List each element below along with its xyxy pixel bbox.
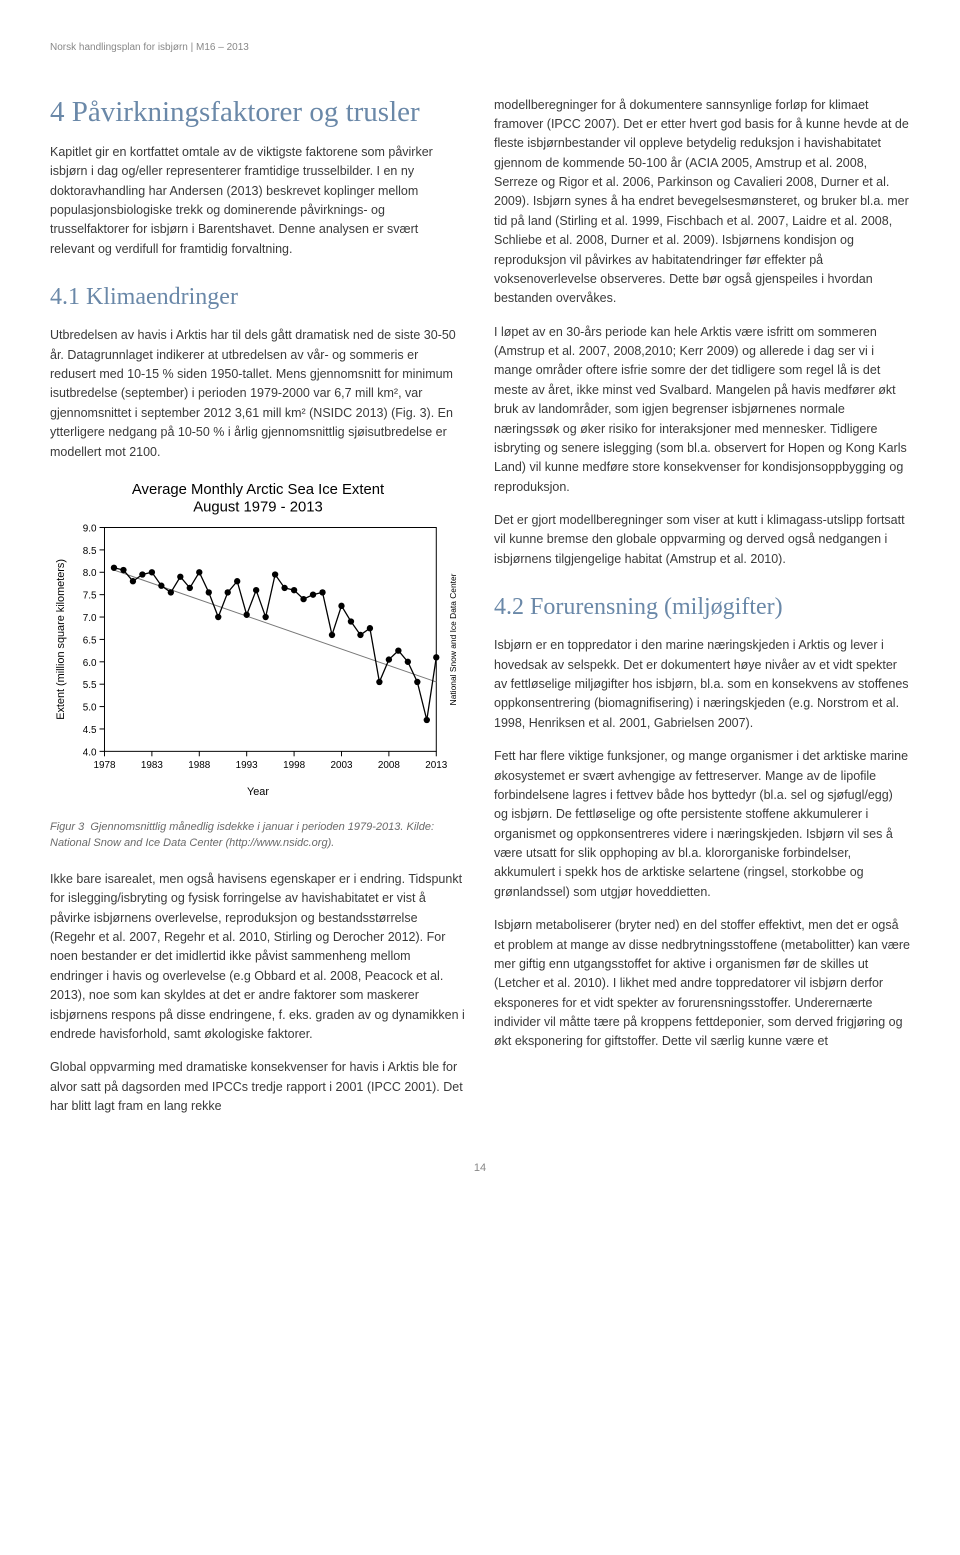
svg-text:August 1979 - 2013: August 1979 - 2013 xyxy=(193,500,323,516)
svg-text:Year: Year xyxy=(247,786,269,798)
section-4-1-title: 4.1 Klimaendringer xyxy=(50,279,466,316)
figure-3-caption: Figur 3 Gjennomsnittlig månedlig isdekke… xyxy=(50,819,466,852)
svg-text:5.0: 5.0 xyxy=(83,702,97,713)
section-4-1-p1: Utbredelsen av havis i Arktis har til de… xyxy=(50,326,466,462)
svg-text:1978: 1978 xyxy=(93,760,116,771)
section-4-1-p4: modellberegninger for å dokumentere sann… xyxy=(494,96,910,309)
svg-text:Average Monthly Arctic Sea Ice: Average Monthly Arctic Sea Ice Extent xyxy=(132,482,385,498)
svg-text:6.5: 6.5 xyxy=(83,635,97,646)
page-header: Norsk handlingsplan for isbjørn | M16 – … xyxy=(50,40,910,56)
svg-text:4.0: 4.0 xyxy=(83,747,97,758)
section-4-2-title: 4.2 Forurensning (miljøgifter) xyxy=(494,589,910,626)
section-4-1-p5: I løpet av en 30-års periode kan hele Ar… xyxy=(494,323,910,497)
svg-text:Extent (million square kilomet: Extent (million square kilometers) xyxy=(55,559,67,720)
svg-text:7.0: 7.0 xyxy=(83,613,97,624)
figure-3-caption-text: Gjennomsnittlig månedlig isdekke i janua… xyxy=(50,821,434,850)
svg-text:2003: 2003 xyxy=(330,760,353,771)
section-4-1-p3: Global oppvarming med dramatiske konsekv… xyxy=(50,1058,466,1116)
content-columns: 4 Påvirkningsfaktorer og trusler Kapitle… xyxy=(50,96,910,1131)
right-column: modellberegninger for å dokumentere sann… xyxy=(494,96,910,1131)
svg-text:6.0: 6.0 xyxy=(83,658,97,669)
section-4-2-p1: Isbjørn er en toppredator i den marine n… xyxy=(494,636,910,733)
section-4-1-p2: Ikke bare isarealet, men også havisens e… xyxy=(50,870,466,1044)
page-number: 14 xyxy=(50,1160,910,1177)
figure-3-label: Figur 3 xyxy=(50,821,84,833)
left-column: 4 Påvirkningsfaktorer og trusler Kapitle… xyxy=(50,96,466,1131)
svg-text:1988: 1988 xyxy=(188,760,211,771)
svg-text:National Snow and Ice Data Cen: National Snow and Ice Data Center xyxy=(448,573,458,705)
svg-text:4.5: 4.5 xyxy=(83,725,97,736)
svg-text:5.5: 5.5 xyxy=(83,680,97,691)
svg-text:2008: 2008 xyxy=(378,760,401,771)
section-4-intro: Kapitlet gir en kortfattet omtale av de … xyxy=(50,143,466,259)
svg-text:8.0: 8.0 xyxy=(83,568,97,579)
section-4-1-p6: Det er gjort modellberegninger som viser… xyxy=(494,511,910,569)
figure-3-chart: Average Monthly Arctic Sea Ice Extent Aug… xyxy=(50,476,466,809)
svg-text:1993: 1993 xyxy=(236,760,259,771)
section-4-2-p2: Fett har flere viktige funksjoner, og ma… xyxy=(494,747,910,902)
section-4-title: 4 Påvirkningsfaktorer og trusler xyxy=(50,96,466,129)
svg-text:7.5: 7.5 xyxy=(83,591,97,602)
svg-text:1998: 1998 xyxy=(283,760,306,771)
svg-text:9.0: 9.0 xyxy=(83,523,97,534)
svg-text:1983: 1983 xyxy=(141,760,164,771)
section-4-2-p3: Isbjørn metaboliserer (bryter ned) en de… xyxy=(494,916,910,1052)
svg-text:2013: 2013 xyxy=(425,760,448,771)
svg-text:8.5: 8.5 xyxy=(83,546,97,557)
